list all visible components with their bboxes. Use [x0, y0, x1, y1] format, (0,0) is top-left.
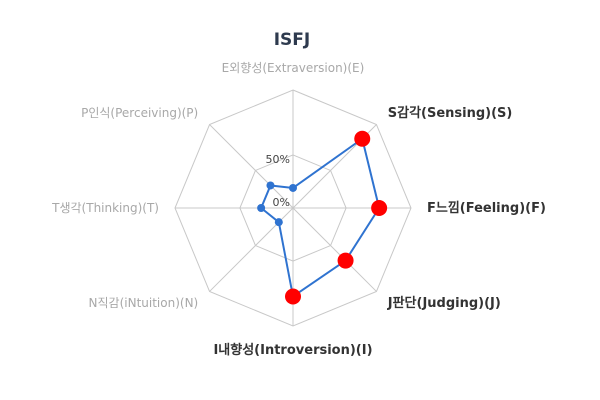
axis-label: I내향성(Introversion)(I)	[213, 342, 372, 358]
data-point-highlight	[371, 200, 388, 216]
radar-axis-labels: E외향성(Extraversion)(E) S감각(Sensing)(S) F느낌(…	[51, 61, 546, 358]
grid-spoke	[209, 124, 294, 209]
tick-label: 0%	[273, 196, 290, 209]
chart-title: ISFJ	[274, 30, 311, 50]
axis-label: T생각(Thinking)(T)	[51, 201, 159, 215]
data-point-highlight	[285, 288, 301, 305]
axis-label: E외향성(Extraversion)(E)	[222, 61, 365, 75]
data-point	[274, 218, 283, 227]
data-point	[266, 181, 275, 190]
tick-label: 50%	[266, 153, 290, 166]
axis-label: N직감(iNtuition)(N)	[89, 296, 199, 310]
data-point	[289, 183, 297, 192]
radar-tick-labels: 0% 50%	[266, 153, 290, 209]
grid-spoke	[292, 207, 377, 292]
data-point-highlight	[354, 130, 371, 147]
data-point-highlight	[337, 252, 354, 269]
axis-label: S감각(Sensing)(S)	[388, 106, 513, 121]
axis-label: F느낌(Feeling)(F)	[427, 201, 546, 216]
data-point	[257, 204, 266, 212]
axis-label: J판단(Judging)(J)	[387, 295, 501, 311]
radar-series	[257, 130, 388, 305]
axis-label: P인식(Perceiving)(P)	[81, 106, 198, 120]
